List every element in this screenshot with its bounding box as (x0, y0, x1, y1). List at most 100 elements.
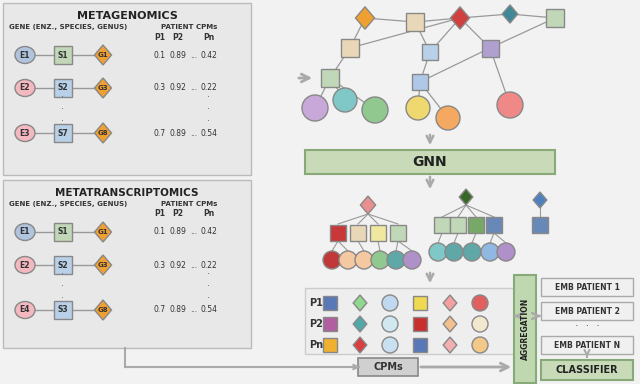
FancyBboxPatch shape (532, 217, 548, 233)
Polygon shape (443, 295, 457, 311)
Text: 0.22: 0.22 (200, 83, 218, 93)
Circle shape (472, 316, 488, 332)
FancyBboxPatch shape (546, 9, 564, 27)
Text: S2: S2 (58, 260, 68, 270)
Text: 0.1: 0.1 (154, 51, 166, 60)
Circle shape (333, 88, 357, 112)
Circle shape (382, 295, 398, 311)
FancyBboxPatch shape (305, 150, 555, 174)
FancyBboxPatch shape (54, 301, 72, 319)
Text: P1: P1 (154, 210, 166, 218)
Text: 0.1: 0.1 (154, 227, 166, 237)
Text: 0.7: 0.7 (154, 306, 166, 314)
Text: GNN: GNN (413, 155, 447, 169)
Text: ...: ... (191, 227, 198, 237)
Text: AGGREGATION: AGGREGATION (520, 298, 529, 360)
Text: ·  ·  ·: · · · (575, 321, 600, 331)
Text: 0.89: 0.89 (170, 227, 186, 237)
Text: 0.42: 0.42 (200, 51, 218, 60)
Circle shape (463, 243, 481, 261)
FancyBboxPatch shape (541, 302, 633, 320)
Text: 0.54: 0.54 (200, 129, 218, 137)
Polygon shape (95, 78, 111, 98)
Text: G3: G3 (98, 262, 108, 268)
Circle shape (406, 96, 430, 120)
FancyBboxPatch shape (321, 69, 339, 87)
FancyBboxPatch shape (323, 338, 337, 352)
Text: GENE (ENZ., SPECIES, GENUS): GENE (ENZ., SPECIES, GENUS) (9, 24, 127, 30)
FancyBboxPatch shape (330, 225, 346, 241)
Text: S2: S2 (58, 83, 68, 93)
FancyBboxPatch shape (514, 275, 536, 383)
FancyBboxPatch shape (54, 124, 72, 142)
FancyBboxPatch shape (350, 225, 366, 241)
FancyBboxPatch shape (413, 296, 427, 310)
Polygon shape (360, 196, 376, 214)
Ellipse shape (15, 124, 35, 141)
Text: ...: ... (191, 260, 198, 270)
Polygon shape (353, 337, 367, 353)
Text: G8: G8 (98, 307, 108, 313)
Text: ...: ... (191, 83, 198, 93)
Circle shape (302, 95, 328, 121)
Text: S1: S1 (58, 51, 68, 60)
FancyBboxPatch shape (3, 3, 251, 175)
FancyBboxPatch shape (3, 180, 251, 348)
Circle shape (436, 106, 460, 130)
Polygon shape (502, 5, 518, 23)
Text: G1: G1 (98, 52, 108, 58)
Text: G1: G1 (98, 229, 108, 235)
Text: E1: E1 (20, 51, 30, 60)
Polygon shape (95, 45, 111, 65)
Circle shape (472, 295, 488, 311)
FancyBboxPatch shape (54, 79, 72, 97)
Text: METATRANSCRIPTOMICS: METATRANSCRIPTOMICS (55, 188, 199, 198)
Text: 0.89: 0.89 (170, 129, 186, 137)
Circle shape (445, 243, 463, 261)
Text: P1: P1 (154, 33, 166, 41)
FancyBboxPatch shape (413, 338, 427, 352)
Circle shape (429, 243, 447, 261)
Text: PATIENT CPMs: PATIENT CPMs (161, 201, 218, 207)
Text: ...: ... (191, 51, 198, 60)
Text: 0.92: 0.92 (170, 83, 186, 93)
Text: ...: ... (191, 306, 198, 314)
Text: METAGENOMICS: METAGENOMICS (77, 11, 177, 21)
Polygon shape (355, 7, 374, 29)
Text: P1: P1 (309, 298, 323, 308)
Text: ·
·
·: · · · (61, 93, 65, 126)
FancyBboxPatch shape (450, 217, 466, 233)
Text: P2: P2 (309, 319, 323, 329)
FancyBboxPatch shape (481, 40, 499, 56)
Circle shape (497, 92, 523, 118)
Circle shape (481, 243, 499, 261)
Text: E1: E1 (20, 227, 30, 237)
Circle shape (403, 251, 421, 269)
Polygon shape (451, 7, 470, 29)
FancyBboxPatch shape (54, 46, 72, 64)
Polygon shape (95, 222, 111, 242)
Polygon shape (460, 189, 473, 205)
Text: ·
·
·: · · · (61, 270, 65, 303)
Circle shape (472, 337, 488, 353)
Text: 0.22: 0.22 (200, 260, 218, 270)
FancyBboxPatch shape (422, 44, 438, 60)
Ellipse shape (15, 301, 35, 318)
Polygon shape (95, 123, 111, 143)
Polygon shape (443, 316, 457, 332)
Text: EMB PATIENT 2: EMB PATIENT 2 (555, 306, 620, 316)
Ellipse shape (15, 46, 35, 63)
FancyBboxPatch shape (341, 39, 359, 57)
FancyBboxPatch shape (468, 217, 484, 233)
Text: E2: E2 (20, 260, 30, 270)
Circle shape (382, 316, 398, 332)
FancyBboxPatch shape (413, 317, 427, 331)
Circle shape (339, 251, 357, 269)
Text: 0.3: 0.3 (154, 83, 166, 93)
Text: Pn: Pn (204, 33, 214, 41)
FancyBboxPatch shape (541, 278, 633, 296)
Circle shape (387, 251, 405, 269)
Text: ·
·
·: · · · (207, 93, 211, 126)
Text: ·
·
·: · · · (207, 270, 211, 303)
Text: CLASSIFIER: CLASSIFIER (556, 365, 618, 375)
